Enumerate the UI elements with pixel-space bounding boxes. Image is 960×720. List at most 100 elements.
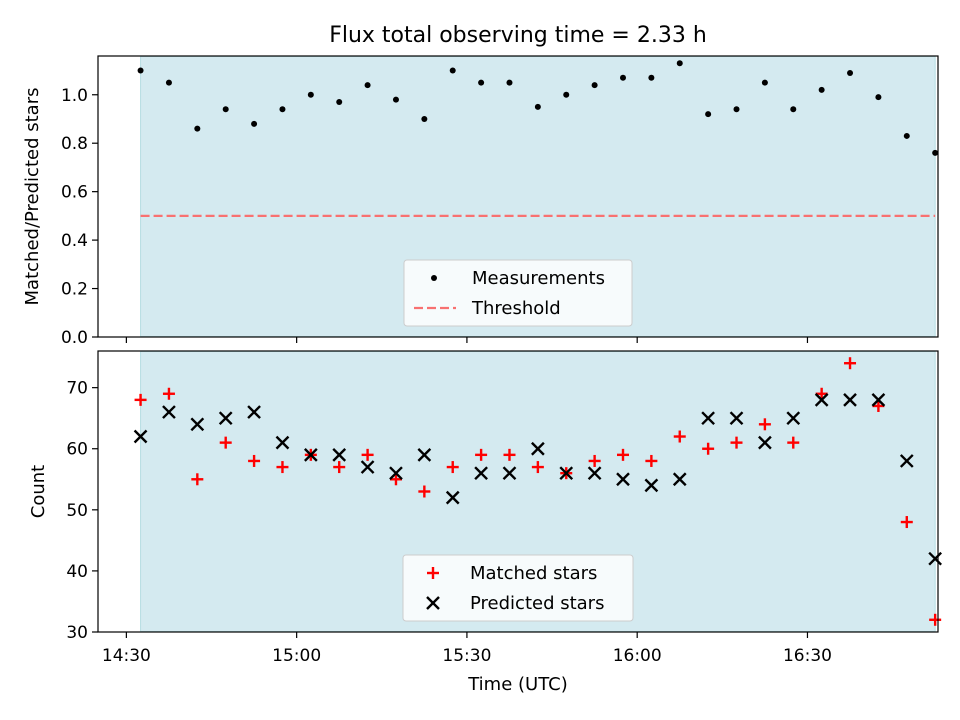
top-panel: 0.0 0.2 0.4 0.6 0.8 1.0 Matched/Predicted sta…	[22, 55, 939, 348]
measurement-point	[478, 79, 485, 86]
predicted-star-point	[133, 429, 148, 444]
top-panel-marks	[137, 60, 939, 217]
predicted-star-point-b	[218, 411, 233, 426]
predicted-star-point-b	[587, 466, 602, 481]
predicted-star-point-b	[616, 472, 630, 487]
measurement-point	[222, 106, 229, 113]
xtick-label: 16:30	[783, 646, 832, 666]
measurement-point	[591, 82, 598, 89]
measurement-point	[733, 106, 740, 113]
matched-star-point	[446, 461, 459, 474]
predicted-star-point	[389, 466, 403, 481]
bottom-legend: Matched stars Predicted stars	[402, 554, 634, 622]
matched-star-point	[645, 454, 658, 467]
predicted-star-point-b	[871, 393, 886, 407]
predicted-star-point	[531, 441, 545, 456]
predicted-star-point	[701, 411, 715, 426]
bottom-panel-marks	[133, 357, 943, 626]
top-ytick-label: 0.4	[61, 231, 88, 251]
measurement-point	[506, 79, 513, 86]
legend-measurements-marker	[431, 275, 437, 281]
predicted-star-point	[275, 435, 290, 450]
top-ytick-label: 0.2	[61, 280, 88, 300]
matched-star-point	[162, 387, 175, 400]
matched-star-point	[475, 448, 488, 461]
measurement-point	[676, 60, 683, 67]
measurement-point	[194, 125, 201, 132]
top-ytick-label: 0.0	[61, 328, 88, 348]
predicted-star-point	[899, 454, 914, 468]
top-legend: Measurements Threshold	[403, 259, 633, 327]
legend-threshold-label: Threshold	[471, 298, 561, 319]
top-axes-frame	[97, 55, 939, 338]
predicted-star-point	[616, 472, 630, 487]
predicted-star-point-b	[303, 447, 318, 462]
predicted-star-point-b	[928, 551, 943, 566]
measurement-point	[705, 111, 712, 118]
predicted-star-point-b	[531, 441, 545, 456]
matched-star-point	[503, 448, 516, 461]
matched-star-point	[844, 357, 857, 370]
predicted-star-point	[644, 478, 659, 493]
matched-star-point	[872, 399, 885, 412]
predicted-star-point-b	[474, 466, 488, 481]
bottom-ytick-label: 50	[66, 501, 88, 521]
predicted-star-point	[502, 466, 517, 481]
predicted-star-point	[786, 411, 801, 426]
predicted-star-point-b	[672, 472, 687, 487]
matched-star-point	[219, 436, 232, 449]
bottom-ytick-label: 60	[66, 440, 88, 460]
legend-predicted-marker	[426, 596, 440, 610]
predicted-star-point-b	[502, 466, 517, 481]
bottom-panel: 30 40 50 60 70 14:30 15:00 15:30 16:00 16:30 Cou…	[28, 337, 943, 695]
predicted-star-point	[928, 551, 943, 566]
legend-measurements-label: Measurements	[472, 268, 605, 289]
predicted-star-point	[559, 466, 574, 481]
predicted-star-point	[871, 393, 886, 407]
measurement-point	[251, 120, 258, 127]
predicted-star-point-b	[729, 411, 744, 426]
top-ytick-label: 0.8	[61, 134, 88, 154]
matched-star-point	[531, 461, 544, 474]
legend-matched-label: Matched stars	[470, 563, 597, 584]
matched-star-point	[673, 430, 686, 443]
measurement-point	[279, 106, 286, 113]
predicted-star-point-b	[559, 466, 574, 481]
measurement-point	[137, 67, 144, 74]
measurement-point	[875, 94, 882, 101]
measurement-point	[818, 86, 825, 93]
matched-star-point	[361, 448, 374, 461]
predicted-star-point-b	[162, 405, 176, 419]
measurement-point	[563, 91, 570, 98]
measurement-point	[932, 149, 939, 156]
matched-star-point	[248, 454, 261, 467]
top-ytick-label: 1.0	[61, 86, 88, 106]
predicted-star-point	[332, 447, 347, 462]
measurement-point	[364, 82, 371, 89]
predicted-star-point-b	[701, 411, 715, 426]
measurement-point	[903, 132, 910, 139]
bottom-y-axis-label: Count	[28, 465, 49, 518]
measurement-point	[449, 67, 456, 74]
predicted-star-point	[843, 393, 857, 407]
top-ytick-label: 0.6	[61, 183, 88, 203]
matched-star-point	[418, 485, 431, 498]
legend-predicted-label: Predicted stars	[470, 593, 604, 614]
xtick-label: 14:30	[102, 646, 151, 666]
bottom-ytick-label: 70	[66, 379, 88, 399]
bottom-ytick-label: 30	[66, 623, 88, 643]
matched-star-point	[333, 461, 346, 474]
x-ticks: 14:30 15:00 15:30 16:00 16:30	[102, 337, 832, 666]
predicted-star-point-b	[644, 478, 659, 493]
top-legend-box	[403, 259, 633, 327]
predicted-star-point	[162, 405, 176, 419]
xtick-label: 15:00	[272, 646, 321, 666]
predicted-star-point-b	[758, 435, 772, 450]
xtick-label: 15:30	[442, 646, 491, 666]
measurement-point	[421, 115, 428, 122]
predicted-star-point-b	[389, 466, 403, 481]
matched-star-point	[787, 436, 800, 449]
matched-star-point	[276, 461, 289, 474]
